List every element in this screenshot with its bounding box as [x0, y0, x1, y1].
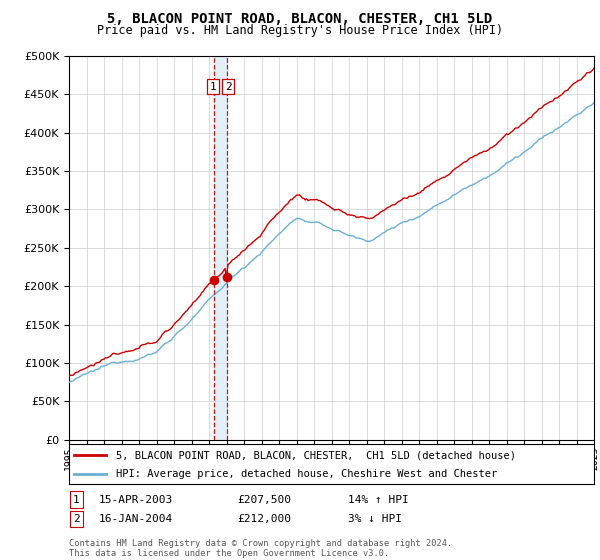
Text: Price paid vs. HM Land Registry's House Price Index (HPI): Price paid vs. HM Land Registry's House …: [97, 24, 503, 36]
Text: HPI: Average price, detached house, Cheshire West and Chester: HPI: Average price, detached house, Ches…: [116, 469, 497, 479]
Text: £212,000: £212,000: [237, 514, 291, 524]
Text: 2: 2: [224, 82, 232, 92]
Bar: [214, 56, 227, 440]
Text: 5, BLACON POINT ROAD, BLACON, CHESTER, CH1 5LD: 5, BLACON POINT ROAD, BLACON, CHESTER, C…: [107, 12, 493, 26]
Text: 1: 1: [210, 82, 217, 92]
Text: 3% ↓ HPI: 3% ↓ HPI: [348, 514, 402, 524]
Text: £207,500: £207,500: [237, 494, 291, 505]
Text: 14% ↑ HPI: 14% ↑ HPI: [348, 494, 409, 505]
Text: 15-APR-2003: 15-APR-2003: [99, 494, 173, 505]
Text: 16-JAN-2004: 16-JAN-2004: [99, 514, 173, 524]
Text: 1: 1: [73, 494, 80, 505]
Text: 5, BLACON POINT ROAD, BLACON, CHESTER,  CH1 5LD (detached house): 5, BLACON POINT ROAD, BLACON, CHESTER, C…: [116, 450, 516, 460]
Text: Contains HM Land Registry data © Crown copyright and database right 2024.
This d: Contains HM Land Registry data © Crown c…: [69, 539, 452, 558]
Text: 2: 2: [73, 514, 80, 524]
